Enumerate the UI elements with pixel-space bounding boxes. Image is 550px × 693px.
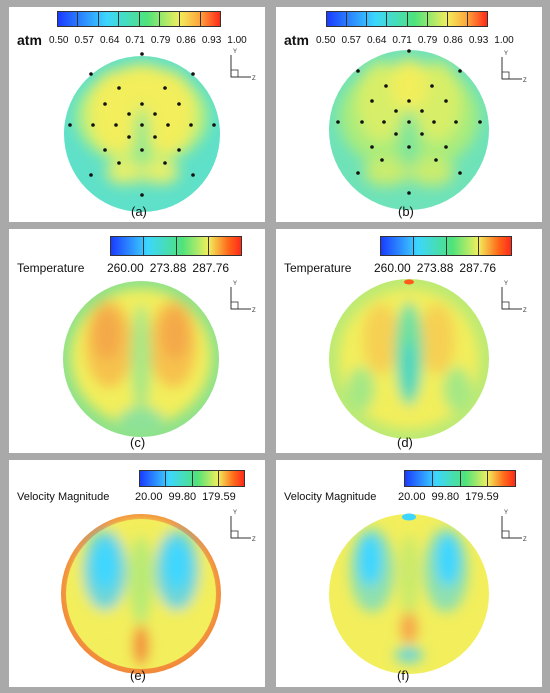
svg-text:Y: Y: [504, 51, 508, 57]
svg-text:Y: Y: [233, 49, 237, 55]
colorbar-title-f: Velocity Magnitude: [284, 491, 377, 503]
colorbar-a: [57, 11, 221, 27]
panel-a: atm 0.50 0.57 0.64 0.71 0.79 0.86 0.93 1.00 Y Z: [9, 7, 265, 222]
svg-text:Z: Z: [523, 78, 527, 83]
panel-e: Velocity Magnitude 20.00 99.80 179.59 Y Z …: [9, 460, 265, 687]
svg-text:Y: Y: [233, 281, 237, 287]
axis-triad-a: Y Z: [230, 49, 256, 81]
colorbar-ticks-c: 260.00 273.88 287.76: [107, 261, 230, 275]
colorbar-b: [326, 11, 488, 27]
svg-text:Z: Z: [252, 537, 256, 542]
svg-text:Z: Z: [252, 308, 256, 313]
panel-f: Velocity Magnitude 20.00 99.80 179.59 Y Z …: [276, 460, 542, 687]
axis-triad-d: Y Z: [501, 281, 527, 313]
svg-text:Y: Y: [233, 510, 237, 516]
svg-text:Y: Y: [504, 510, 508, 516]
contour-plot-d: [329, 279, 489, 439]
caption-a: (a): [131, 204, 147, 219]
svg-text:Z: Z: [252, 76, 256, 81]
colorbar-ticks-d: 260.00 273.88 287.76: [374, 261, 497, 275]
colorbar-c: [110, 236, 242, 256]
colorbar-e: [139, 470, 245, 487]
contour-plot-c: [63, 281, 219, 437]
contour-plot-f: [329, 513, 489, 674]
panel-d: Temperature 260.00 273.88 287.76 Y Z (d): [276, 229, 542, 453]
axis-triad-c: Y Z: [230, 281, 256, 313]
colorbar-title-a: atm: [17, 32, 42, 48]
panel-b: atm 0.50 0.57 0.64 0.71 0.79 0.86 0.93 1.00 Y Z: [276, 7, 542, 222]
colorbar-title-c: Temperature: [17, 261, 85, 275]
caption-d: (d): [397, 435, 413, 450]
panel-c: Temperature 260.00 273.88 287.76 Y Z (c): [9, 229, 265, 453]
contour-plot-a: [64, 52, 220, 212]
colorbar-ticks-a: 0.50 0.57 0.64 0.71 0.79 0.86 0.93 1.00: [49, 35, 247, 46]
svg-text:Z: Z: [523, 308, 527, 313]
svg-text:Y: Y: [504, 281, 508, 287]
colorbar-ticks-e: 20.00 99.80 179.59: [135, 491, 236, 503]
contour-plot-b: [329, 49, 489, 210]
probe-points-a: [68, 52, 216, 197]
caption-c: (c): [130, 435, 146, 450]
probe-points-b: [336, 49, 482, 195]
colorbar-title-d: Temperature: [284, 261, 352, 275]
caption-f: (f): [397, 668, 410, 683]
svg-text:Z: Z: [523, 537, 527, 542]
axis-triad-b: Y Z: [501, 51, 527, 83]
axis-triad-f: Y Z: [501, 510, 527, 542]
colorbar-title-e: Velocity Magnitude: [17, 491, 110, 503]
colorbar-f: [404, 470, 516, 487]
colorbar-title-b: atm: [284, 32, 309, 48]
colorbar-d: [380, 236, 512, 256]
contour-plot-e: [61, 514, 221, 674]
colorbar-ticks-f: 20.00 99.80 179.59: [398, 491, 499, 503]
axis-triad-e: Y Z: [230, 510, 256, 542]
caption-e: (e): [130, 668, 146, 683]
caption-b: (b): [398, 204, 414, 219]
colorbar-ticks-b: 0.50 0.57 0.64 0.71 0.79 0.86 0.93 1.00: [316, 35, 514, 46]
